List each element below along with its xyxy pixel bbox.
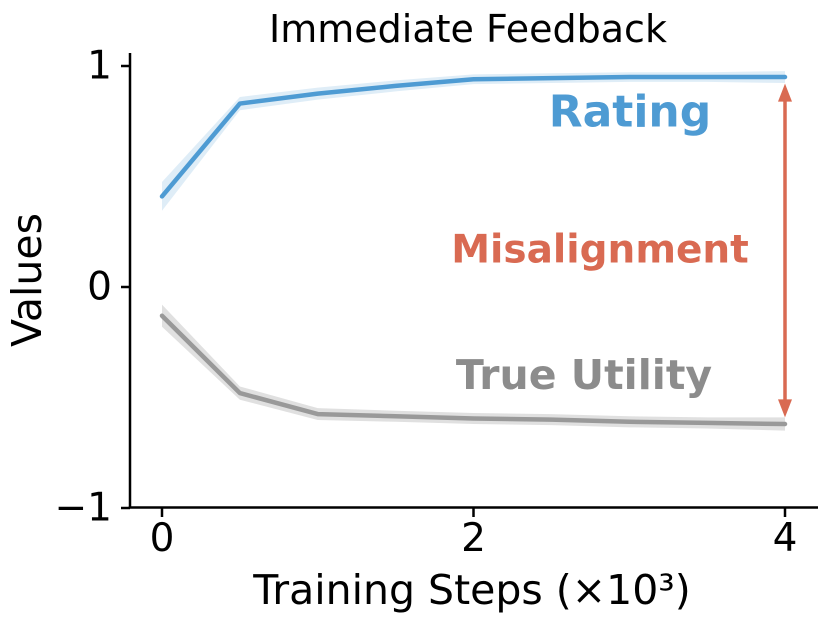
true-utility-line: [159, 313, 788, 427]
x-axis-ticks: 0 2 4: [150, 508, 798, 561]
arrow-head-down-icon: [778, 399, 792, 418]
y-axis-label: Values: [3, 213, 51, 347]
y-tick-label: 1: [87, 44, 112, 89]
arrow-head-up-icon: [778, 83, 792, 102]
misalignment-label: Misalignment: [451, 228, 749, 273]
y-tick-label: −1: [55, 486, 113, 531]
true-utility-series-label: True Utility: [456, 351, 712, 399]
x-tick-label: 4: [773, 516, 798, 561]
chart-title: Immediate Feedback: [269, 7, 667, 51]
axes: 1 0 −1 0 2 4: [55, 44, 818, 561]
x-tick-label: 2: [461, 516, 486, 561]
data-lines: [159, 74, 788, 427]
x-axis-label: Training Steps (×10³): [252, 566, 691, 614]
true-utility-confidence-band: [162, 304, 785, 431]
rating-line: [159, 74, 788, 199]
misalignment-arrow: [778, 83, 792, 418]
rating-series-label: Rating: [549, 87, 712, 138]
x-tick-label: 0: [150, 516, 175, 561]
y-tick-label: 0: [87, 265, 112, 310]
y-axis-ticks: 1 0 −1: [55, 44, 130, 531]
confidence-bands: [162, 71, 785, 431]
